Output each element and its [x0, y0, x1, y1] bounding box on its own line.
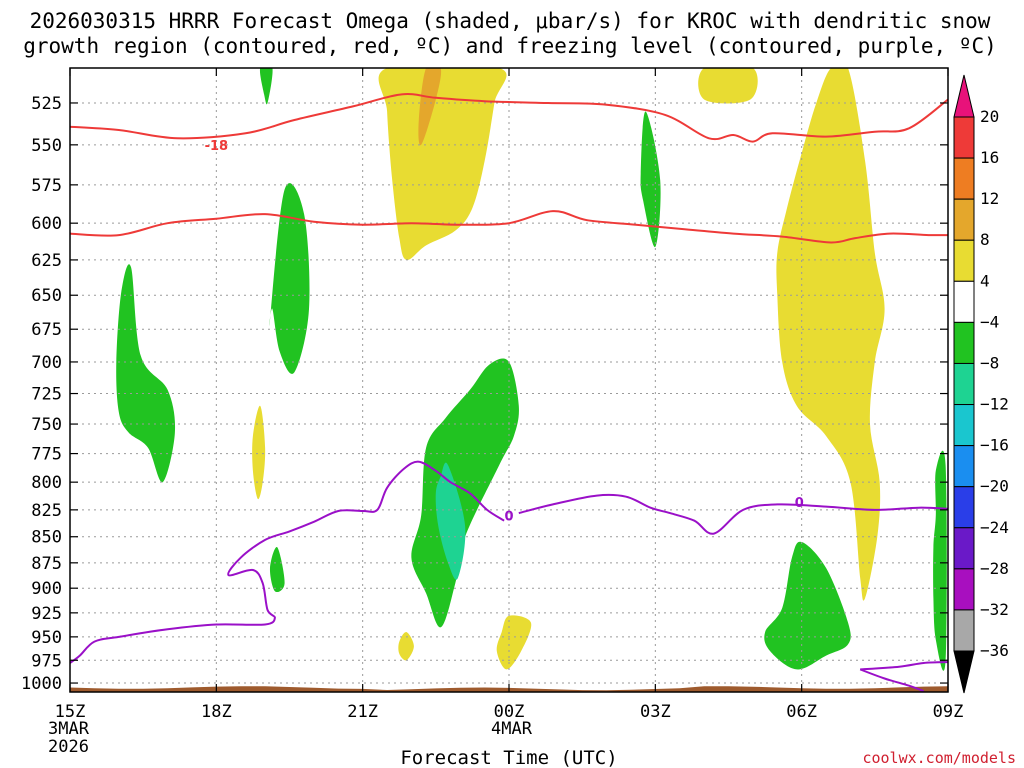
- colorbar-bin--32-to--28: [953, 568, 975, 611]
- colorbar-bin--20-to--16: [953, 445, 975, 488]
- colorbar-extend-min-triangle: [953, 650, 975, 694]
- y-tick-label-525: 525: [31, 94, 62, 114]
- colorbar-bin--36-to--32: [953, 609, 975, 652]
- chart-title-line1: 2026030315 HRRR Forecast Omega (shaded, …: [30, 9, 991, 33]
- y-tick-label-925: 925: [31, 604, 62, 624]
- chart-title-line2: growth region (contoured, red, ºC) and f…: [23, 34, 997, 58]
- y-tick-label-900: 900: [31, 579, 62, 599]
- colorbar-label--24: −24: [980, 518, 1009, 537]
- colorbar-bin--8-to--4: [953, 321, 975, 364]
- green-region-3: [411, 358, 519, 628]
- yellow-region-4: [252, 405, 266, 500]
- freezing-level-line-bottom-extra: [860, 661, 948, 671]
- green-region-7: [269, 547, 285, 593]
- y-tick-label-675: 675: [31, 320, 62, 340]
- colorbar-bin--16-to--12: [953, 404, 975, 447]
- green-region-6: [933, 450, 947, 671]
- colorbar: 20 16 12 8 4 −4 −8 −12 −16 −20 −24 −28 −32 −36: [953, 74, 1009, 694]
- y-tick-label-700: 700: [31, 353, 62, 373]
- colorbar-label--36: −36: [980, 641, 1009, 660]
- x-tick-label-06Z: 06Z: [786, 702, 817, 722]
- dgz-contour-line-1: [70, 93, 948, 143]
- colorbar-bin-4-to-8: [953, 239, 975, 282]
- colorbar-bin--24-to--20: [953, 486, 975, 529]
- colorbar-label-20: 20: [980, 107, 999, 126]
- y-tick-label-800: 800: [31, 473, 62, 493]
- orange-region: [418, 68, 442, 146]
- green-region-2: [269, 183, 310, 374]
- y-tick-label-850: 850: [31, 528, 62, 548]
- yellow-region-1: [378, 68, 507, 260]
- colorbar-label--20: −20: [980, 477, 1009, 496]
- freezing-level-line-upper: [518, 493, 948, 535]
- green-region-8: [259, 68, 273, 105]
- yellow-region-3: [776, 68, 885, 601]
- y-tick-label-775: 775: [31, 445, 62, 465]
- freezing-level-label-2: 0: [795, 496, 804, 511]
- contours: [70, 93, 948, 692]
- yellow-region-2: [698, 68, 758, 104]
- x-tick-sublabel-15Z-2: 2026: [48, 737, 89, 757]
- colorbar-label--32: −32: [980, 600, 1009, 619]
- y-tick-label-625: 625: [31, 251, 62, 271]
- x-tick-label-03Z: 03Z: [640, 702, 671, 722]
- y-tick-label-550: 550: [31, 136, 62, 156]
- y-tick-label-725: 725: [31, 385, 62, 405]
- y-tick-label-600: 600: [31, 214, 62, 234]
- freezing-level-line-bottom: [859, 668, 924, 692]
- y-tick-label-825: 825: [31, 501, 62, 521]
- x-tick-sublabel-15Z-1: 3MAR: [48, 719, 90, 739]
- plot-area: -18 0 0 525 550 575 600 625 650 675 700 725 750 775 80…: [21, 67, 964, 757]
- colorbar-label-8: 8: [980, 230, 990, 249]
- credit-text: coolwx.com/models: [862, 749, 1016, 767]
- colorbar-label-12: 12: [980, 189, 999, 208]
- teal-region: [435, 462, 466, 580]
- colorbar-extend-max-triangle: [953, 74, 975, 118]
- colorbar-label-16: 16: [980, 148, 999, 167]
- colorbar-label-4: 4: [980, 271, 990, 290]
- y-tick-label-650: 650: [31, 286, 62, 306]
- freezing-level-line-lower: [70, 460, 505, 664]
- colorbar-label--28: −28: [980, 559, 1009, 578]
- x-tick-sublabel-00Z-1: 4MAR: [491, 719, 533, 739]
- colorbar-label--8: −8: [980, 353, 999, 372]
- x-tick-label-18Z: 18Z: [201, 702, 232, 722]
- dgz-contour-label-1: -18: [205, 139, 229, 154]
- x-tick-label-15Z: 15Z: [55, 702, 86, 722]
- x-tick-label-00Z: 00Z: [494, 702, 525, 722]
- colorbar-bin--28-to--24: [953, 527, 975, 570]
- colorbar-label--16: −16: [980, 436, 1009, 455]
- yellow-region-5: [398, 632, 414, 661]
- x-axis-label: Forecast Time (UTC): [400, 747, 617, 768]
- y-tick-label-575: 575: [31, 176, 62, 196]
- y-tick-label-875: 875: [31, 554, 62, 574]
- colorbar-bin-16-to-20: [953, 116, 975, 159]
- colorbar-bin-8-to-12: [953, 198, 975, 241]
- colorbar-label--4: −4: [980, 312, 999, 331]
- y-tick-label-975: 975: [31, 651, 62, 671]
- colorbar-bin-12-to-16: [953, 157, 975, 200]
- yellow-region-6: [496, 615, 532, 670]
- colorbar-label--12: −12: [980, 395, 1009, 414]
- freezing-level-label-1: 0: [504, 509, 513, 524]
- y-tick-label-1000: 1000: [21, 674, 62, 694]
- colorbar-bin--4-to-4: [953, 280, 975, 323]
- x-tick-label-09Z: 09Z: [933, 702, 964, 722]
- colorbar-bin--12-to--8: [953, 362, 975, 406]
- y-tick-label-750: 750: [31, 415, 62, 435]
- green-region-1: [116, 264, 176, 483]
- dgz-contour-line-2: [70, 210, 948, 244]
- x-tick-label-21Z: 21Z: [347, 702, 378, 722]
- y-tick-label-950: 950: [31, 628, 62, 648]
- green-region-5: [764, 541, 851, 670]
